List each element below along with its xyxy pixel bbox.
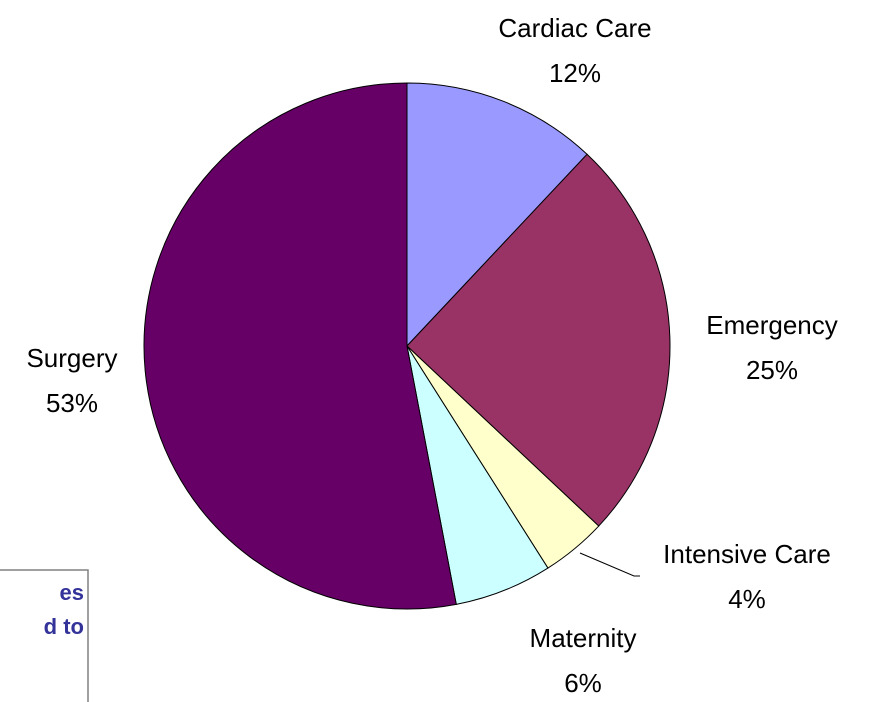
slice-value: 12% bbox=[549, 58, 601, 88]
slice-label: Maternity bbox=[530, 623, 637, 653]
slice-label: Surgery bbox=[26, 343, 117, 373]
pie-slice bbox=[143, 82, 457, 610]
slice-label: Intensive Care bbox=[663, 539, 831, 569]
slice-value: 25% bbox=[746, 355, 798, 385]
slice-value: 4% bbox=[728, 584, 766, 614]
slice-value: 53% bbox=[46, 388, 98, 418]
note-line: d to bbox=[44, 614, 84, 639]
leader-line bbox=[579, 552, 640, 577]
pie-slice bbox=[406, 153, 671, 527]
slice-label: Cardiac Care bbox=[498, 13, 651, 43]
pie-slice bbox=[406, 82, 588, 348]
slice-label: Emergency bbox=[706, 310, 838, 340]
note-line: es bbox=[60, 580, 84, 605]
slice-value: 6% bbox=[564, 668, 602, 698]
note-box bbox=[0, 569, 89, 702]
